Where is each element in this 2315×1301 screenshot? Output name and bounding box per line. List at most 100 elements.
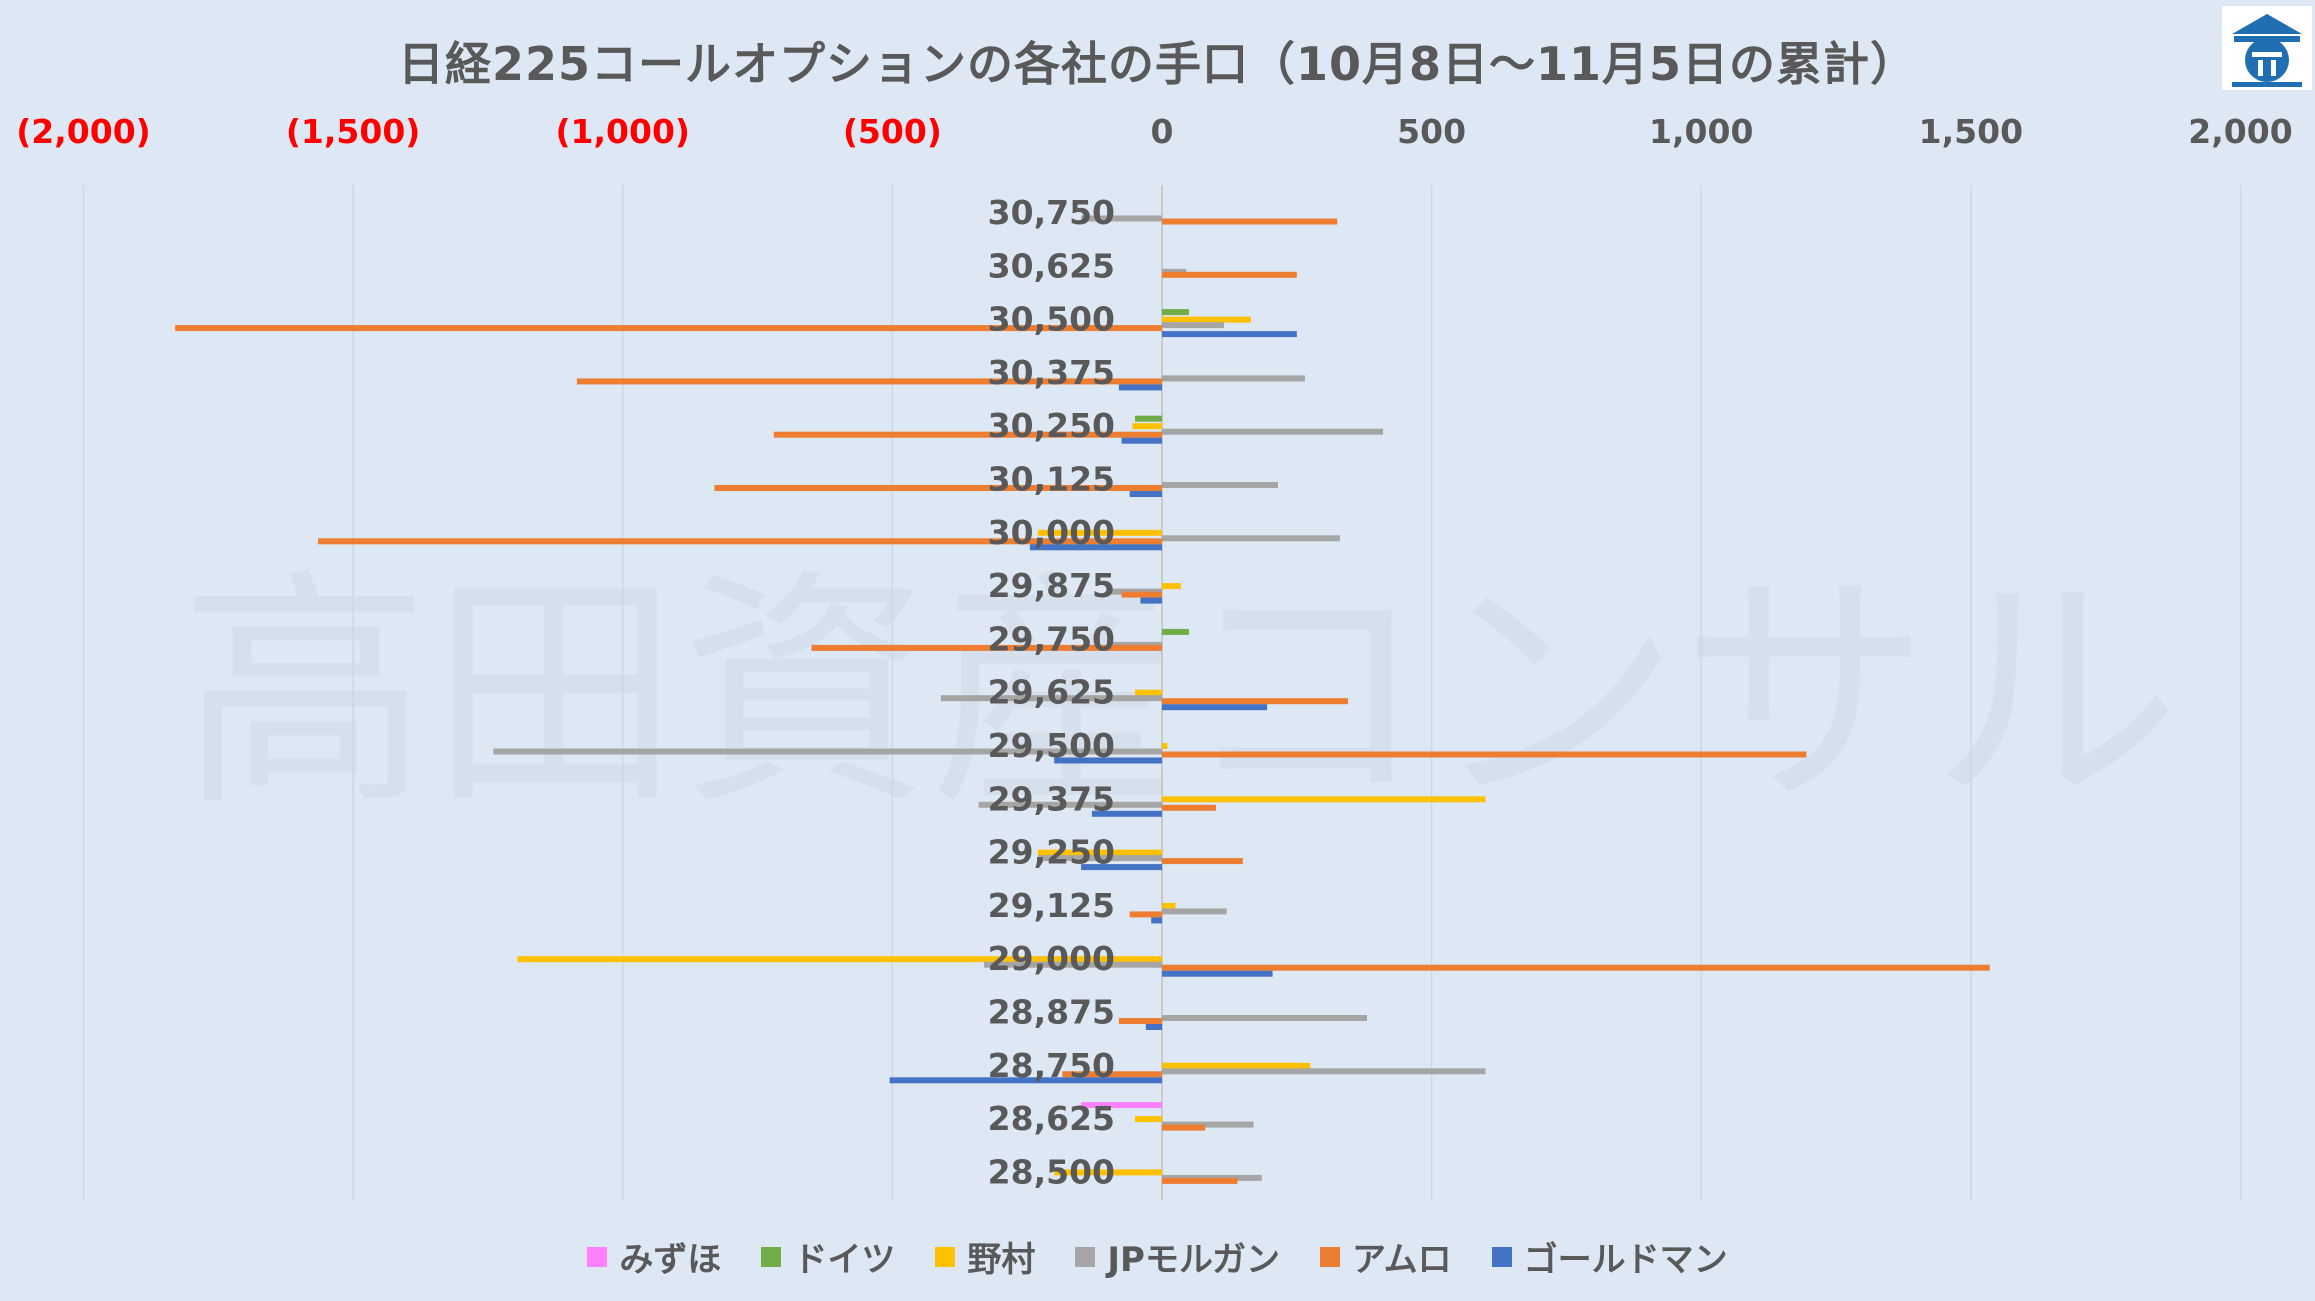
bar [1162,1177,1238,1184]
bar [1162,796,1486,803]
legend-item: アムロ [1319,1232,1452,1281]
bar [1162,583,1181,590]
x-tick-label: (1,500) [286,112,421,151]
bar [1162,1121,1254,1128]
bar [978,801,1162,808]
category-label: 30,000 [988,513,1115,552]
category-label: 29,000 [988,939,1115,978]
legend-label: みずほ [619,1240,722,1280]
bar [1132,423,1162,430]
bar [1129,491,1162,497]
legend-label: 野村 [967,1240,1036,1280]
legend-label: ドイツ [793,1240,896,1280]
category-label: 29,375 [988,779,1115,818]
bar [1162,1015,1367,1021]
bar [773,431,1162,438]
bar [1162,218,1338,225]
bar [714,485,1162,491]
bar [1054,1169,1162,1176]
bar [1118,384,1162,391]
x-tick-label: 2,000 [2188,112,2292,151]
legend-item: ゴールドマン [1491,1232,1728,1281]
legend-swatch [1075,1246,1096,1267]
bar [1037,529,1162,536]
legend-item: みずほ [587,1232,721,1281]
bar [1162,331,1297,338]
bar [1081,215,1162,222]
x-tick-label: 1,500 [1919,112,2023,151]
bar [1037,855,1162,862]
bar [1162,970,1273,977]
category-label: 29,875 [988,566,1115,605]
bar [175,325,1163,332]
category-label: 29,750 [988,619,1115,658]
bar [1081,864,1162,871]
category-label: 30,375 [988,353,1115,392]
chart-legend: みずほ ドイツ 野村 JPモルガン アムロ ゴールドマン [0,1232,2315,1281]
bar [1037,849,1162,856]
legend-swatch [587,1246,608,1267]
bar [576,378,1162,385]
bar [1062,1071,1162,1078]
bar [1162,902,1176,909]
bar [1162,704,1268,711]
category-label: 29,500 [988,726,1115,765]
bar [517,956,1162,963]
x-tick-label: (1,000) [555,112,690,151]
watermark-text: 高田資産コンサル [180,548,2180,839]
bar [940,695,1162,702]
bar [1162,804,1216,811]
bar [1162,1124,1206,1131]
bar [1162,628,1189,635]
category-label: 29,625 [988,673,1115,712]
bar [1162,698,1349,705]
bar [1162,535,1340,542]
bar [1162,428,1384,435]
bar [1054,757,1162,764]
legend-label: アムロ [1351,1240,1452,1280]
bar [1162,908,1227,915]
bar [1162,482,1278,488]
x-tick-label: (2,000) [16,112,151,151]
category-label: 29,250 [988,833,1115,872]
bar [1162,375,1305,382]
bar [1162,751,1807,758]
legend-swatch [1491,1246,1512,1267]
legend-label: JPモルガン [1107,1240,1280,1280]
legend-item: 野村 [935,1232,1035,1281]
category-label: 30,750 [988,193,1115,232]
category-label: 30,125 [988,460,1115,499]
category-label: 30,500 [988,300,1115,339]
bar [1121,591,1162,598]
legend-swatch [935,1246,956,1267]
category-label: 28,875 [988,993,1115,1032]
category-label: 28,500 [988,1152,1115,1191]
x-tick-label: 1,000 [1649,112,1753,151]
bar [1140,597,1162,604]
legend-item: ドイツ [761,1232,895,1281]
bar [1162,1068,1486,1075]
bar [811,644,1162,651]
legend-label: ゴールドマン [1523,1240,1728,1280]
bar [1121,437,1162,444]
category-label: 28,750 [988,1046,1115,1085]
bar [1091,810,1162,817]
bar [1162,858,1243,865]
x-tick-label: (500) [843,112,942,151]
bar [1118,1018,1162,1024]
bar [493,748,1163,755]
bar [1162,271,1297,278]
bar [1029,544,1162,551]
category-label: 30,625 [988,246,1115,285]
x-tick-label: 0 [1151,112,1174,151]
bar [1135,1116,1162,1123]
bar [1162,316,1251,323]
bar [1162,322,1225,329]
bar [1145,1024,1162,1030]
bar [1135,689,1162,696]
bar [1135,415,1162,422]
category-label: 28,625 [988,1099,1115,1138]
category-label: 30,250 [988,406,1115,445]
